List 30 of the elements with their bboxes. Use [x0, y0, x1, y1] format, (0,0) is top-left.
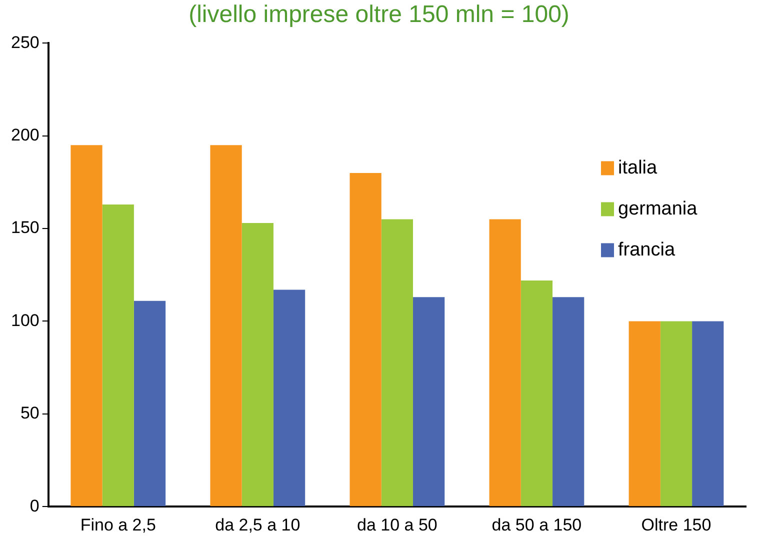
bar: [273, 290, 306, 506]
y-tick-label: 200: [10, 126, 40, 145]
bar: [412, 297, 445, 506]
chart-title: (livello imprese oltre 150 mln = 100): [188, 0, 570, 30]
y-tick-label: 250: [10, 32, 40, 52]
bar: [552, 297, 584, 506]
bar: [210, 145, 242, 506]
x-tick-label: Fino a 2,5: [80, 515, 156, 534]
x-tick-label: da 50 a 150: [492, 515, 582, 534]
bar: [242, 223, 274, 506]
bar: [520, 280, 553, 506]
x-tick-label: da 10 a 50: [357, 515, 438, 534]
legend-label: francia: [618, 239, 676, 260]
bar: [381, 219, 413, 506]
legend-label: germania: [618, 198, 698, 220]
x-tick-label: da 2,5 a 10: [215, 515, 300, 534]
bar: [70, 145, 102, 506]
x-tick-label: Oltre 150: [641, 515, 712, 534]
y-tick-label: 150: [10, 218, 40, 238]
bar: [692, 321, 724, 506]
bar: [660, 321, 692, 506]
bar: [489, 219, 521, 506]
legend-label: italia: [618, 157, 658, 178]
bar: [350, 172, 382, 506]
bar: [102, 204, 134, 506]
y-tick-label: 0: [30, 496, 40, 516]
y-tick-label: 100: [10, 310, 40, 330]
bar: [134, 300, 166, 506]
bar: [628, 321, 660, 506]
y-tick-label: 50: [20, 404, 40, 423]
